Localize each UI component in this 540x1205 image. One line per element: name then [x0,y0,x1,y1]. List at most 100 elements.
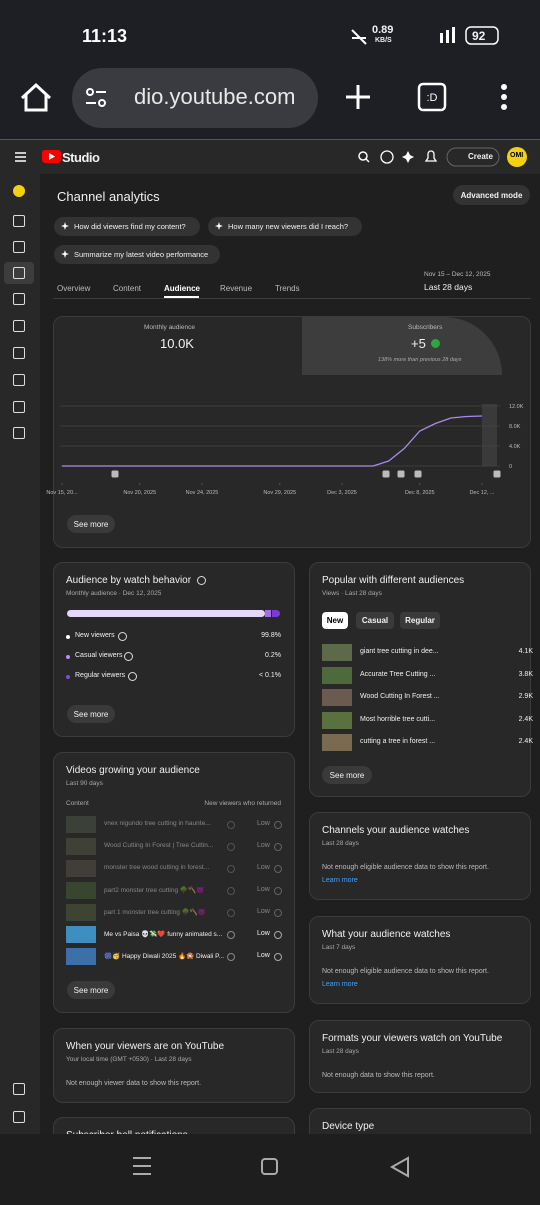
card-subtitle: Last 7 days [322,944,356,951]
thumbnail [66,838,96,855]
info-icon [274,843,282,851]
button[interactable]: Summarize my latest video performance [54,245,220,264]
button[interactable]: See more [67,515,115,533]
studio-header: Studio Create OMI [0,139,540,174]
button[interactable]: How many new viewers did I reach? [208,217,362,236]
url: dio.youtube.com [134,84,296,109]
nav-icon[interactable] [13,241,25,253]
sparkle-icon [61,222,69,230]
nav-icon[interactable] [13,401,25,413]
battery: 92 [472,29,486,43]
card-title: Popular with different audiences [322,575,465,586]
subscribers-panel [302,317,502,375]
nav-icon[interactable] [13,185,25,197]
nav-icon[interactable] [13,427,25,439]
period[interactable]: Last 28 days [424,282,473,292]
back-button[interactable] [389,1156,409,1178]
tab[interactable]: Audience [164,284,201,293]
status: Low [257,820,270,827]
nav-icon[interactable] [13,1111,25,1123]
tab[interactable]: Content [113,284,142,293]
nav-icon[interactable] [13,347,25,359]
thumbnail [66,882,96,899]
thumbnail [322,644,352,661]
card-title: When your viewers are on YouTube [66,1041,225,1052]
button[interactable]: Regular [400,612,440,629]
card-text: Not enough viewer data to show this repo… [66,1080,202,1087]
nav-icon[interactable] [13,267,25,279]
video-title: Wood Cutting In Forest ... [360,693,440,700]
video-title: Wood Cutting In Forest | Tree Cuttin... [104,842,214,849]
nav-icon[interactable] [13,1083,25,1095]
nav-icon[interactable] [13,293,25,305]
learn-more-link[interactable]: Learn more [322,877,358,884]
up-badge [431,339,440,348]
button[interactable]: See more [67,981,115,999]
metric-value: 10.0K [160,336,194,351]
card-title: Audience by watch behavior [66,575,192,586]
metric-label: Monthly audience [144,324,195,331]
subs-value: +5 [411,336,426,351]
button[interactable]: See more [322,766,372,784]
thumbnail [66,816,96,833]
create-button[interactable]: Create [468,152,493,161]
info-icon [274,887,282,895]
info-icon [274,953,282,961]
card-subtitle: Views · Last 28 days [322,590,382,597]
tabs[interactable] [417,82,447,112]
status: Low [257,930,270,937]
legend-value: 99.8% [261,632,281,639]
new-tab[interactable] [346,85,370,109]
nav-icon[interactable] [13,215,25,227]
thumbnail [322,689,352,706]
legend-dot [66,655,70,659]
clock-icon [227,821,235,829]
home-button[interactable] [261,1158,278,1175]
nav-icon[interactable] [13,374,25,386]
button[interactable]: Advanced mode [453,185,530,205]
column-header: Content [66,800,89,807]
learn-more-link[interactable]: Learn more [322,981,358,988]
button[interactable]: Casual [356,612,394,629]
legend-label: Regular viewers [75,672,126,679]
status: Low [257,842,270,849]
view-value: 4.1K [518,648,533,655]
status: Low [257,886,270,893]
card-subtitle: Last 90 days [66,780,103,787]
thumbnail [322,666,352,684]
nav-bar [0,1134,540,1200]
clock-icon [227,909,235,917]
url-bar[interactable] [72,68,318,128]
tab[interactable]: Revenue [220,284,253,293]
thumbnail [322,734,352,751]
video-title: monster tree wood cutting in forest... [104,864,210,871]
home-icon[interactable] [20,82,52,112]
browser-chrome: :D 11:13 0.89 KB/S 92 dio.youtube.com [0,0,540,140]
clock: 11:13 [82,26,128,46]
info-icon [274,931,282,939]
info-icon [274,865,282,873]
thumbnail [66,948,96,965]
legend-dot [66,635,70,639]
card-title: What your audience watches [322,929,451,940]
button[interactable]: New [322,612,348,629]
tab-underline [164,296,199,298]
button[interactable]: How did viewers find my content? [54,217,200,236]
info-icon [128,672,137,681]
tab[interactable]: Overview [57,284,91,293]
device-card [309,1108,531,1134]
tab[interactable]: Trends [275,284,300,293]
behavior-bar-casual [265,610,271,617]
videos-growing-card [53,752,295,1013]
status: Low [257,908,270,915]
info-icon [118,632,127,641]
button[interactable]: See more [67,705,115,723]
channels-card [309,812,531,900]
info-icon [197,576,206,585]
clock-icon [227,931,235,939]
net-speed: 0.89 [372,24,394,36]
nav-icons [133,1156,409,1178]
nav-icon[interactable] [13,320,25,332]
formats-card [309,1020,531,1093]
